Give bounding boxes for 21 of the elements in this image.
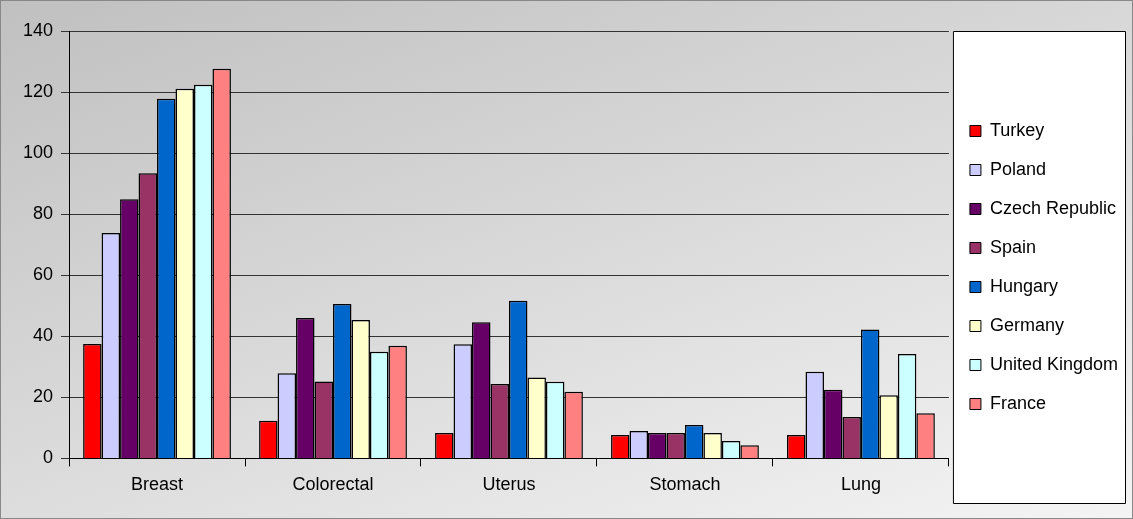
x-tick-label: Stomach xyxy=(649,474,721,495)
y-tick-label: 120 xyxy=(22,81,54,102)
legend-label: Hungary xyxy=(989,275,1058,296)
x-tick-label: Uterus xyxy=(482,474,536,495)
y-tick-label: 100 xyxy=(22,142,54,163)
legend-label: Spain xyxy=(989,236,1036,257)
y-tick-label: 140 xyxy=(22,19,54,40)
legend-label: Germany xyxy=(989,314,1064,335)
x-tick-label: Breast xyxy=(131,474,184,495)
x-tick-label: Lung xyxy=(840,474,881,495)
y-tick-label: 80 xyxy=(33,203,54,224)
y-tick-label: 60 xyxy=(33,264,54,285)
legend-label: United Kingdom xyxy=(989,353,1118,374)
y-tick-label: 0 xyxy=(43,447,54,468)
legend-label: Poland xyxy=(989,158,1046,179)
y-tick-label: 40 xyxy=(33,325,54,346)
x-tick-label: Colorectal xyxy=(292,474,374,495)
y-tick-label: 20 xyxy=(33,386,54,407)
legend-label: Czech Republic xyxy=(989,197,1116,218)
legend-label: France xyxy=(989,392,1046,413)
legend-label: Turkey xyxy=(989,119,1045,140)
